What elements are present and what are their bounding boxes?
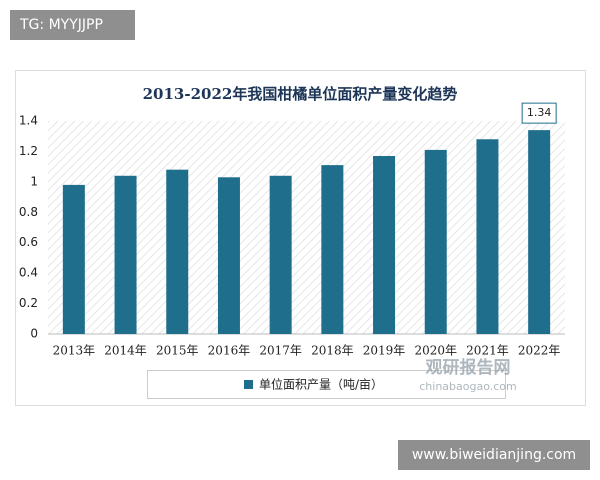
watermark-box bbox=[398, 440, 590, 470]
x-tick-label: 2014年 bbox=[104, 344, 147, 358]
bar bbox=[269, 175, 292, 334]
x-tick-label: 2019年 bbox=[363, 344, 406, 358]
x-tick-label: 2013年 bbox=[53, 344, 96, 358]
bar bbox=[476, 139, 499, 334]
y-tick-label: 0.2 bbox=[19, 296, 38, 310]
x-tick-label: 2016年 bbox=[208, 344, 251, 358]
logo-cn: 观研报告网 bbox=[425, 357, 511, 378]
data-label: 1.34 bbox=[527, 106, 552, 119]
watermark-box bbox=[10, 10, 135, 40]
y-tick-label: 0.6 bbox=[19, 235, 38, 249]
watermark: TG: MYYJJPP bbox=[19, 17, 103, 33]
bar bbox=[321, 165, 344, 334]
y-tick-label: 1.4 bbox=[19, 114, 38, 128]
legend-label: 单位面积产量（吨/亩） bbox=[259, 377, 383, 392]
bar bbox=[166, 169, 189, 334]
logo-en: chinabaogao.com bbox=[419, 380, 517, 393]
y-tick-label: 1.2 bbox=[19, 144, 38, 158]
y-tick-label: 0.4 bbox=[19, 266, 38, 280]
y-tick-label: 0.8 bbox=[19, 205, 38, 219]
x-tick-label: 2015年 bbox=[156, 344, 199, 358]
x-tick-label: 2018年 bbox=[311, 344, 354, 358]
watermark: www.biweidianjing.com bbox=[412, 447, 576, 463]
y-tick-label: 0 bbox=[30, 327, 38, 341]
bar bbox=[217, 177, 240, 334]
x-tick-label: 2020年 bbox=[414, 344, 457, 358]
x-tick-label: 2022年 bbox=[518, 344, 561, 358]
legend-swatch bbox=[244, 380, 253, 389]
bar bbox=[62, 184, 85, 334]
bar bbox=[424, 149, 447, 334]
bar bbox=[528, 130, 551, 334]
x-tick-label: 2021年 bbox=[466, 344, 509, 358]
bar bbox=[114, 175, 137, 334]
legend bbox=[147, 370, 506, 399]
bar bbox=[373, 155, 396, 334]
x-tick-label: 2017年 bbox=[259, 344, 302, 358]
data-label-box bbox=[521, 102, 557, 124]
chart-title: 2013-2022年我国柑橘单位面积产量变化趋势 bbox=[143, 85, 458, 103]
y-tick-label: 1 bbox=[30, 174, 38, 188]
